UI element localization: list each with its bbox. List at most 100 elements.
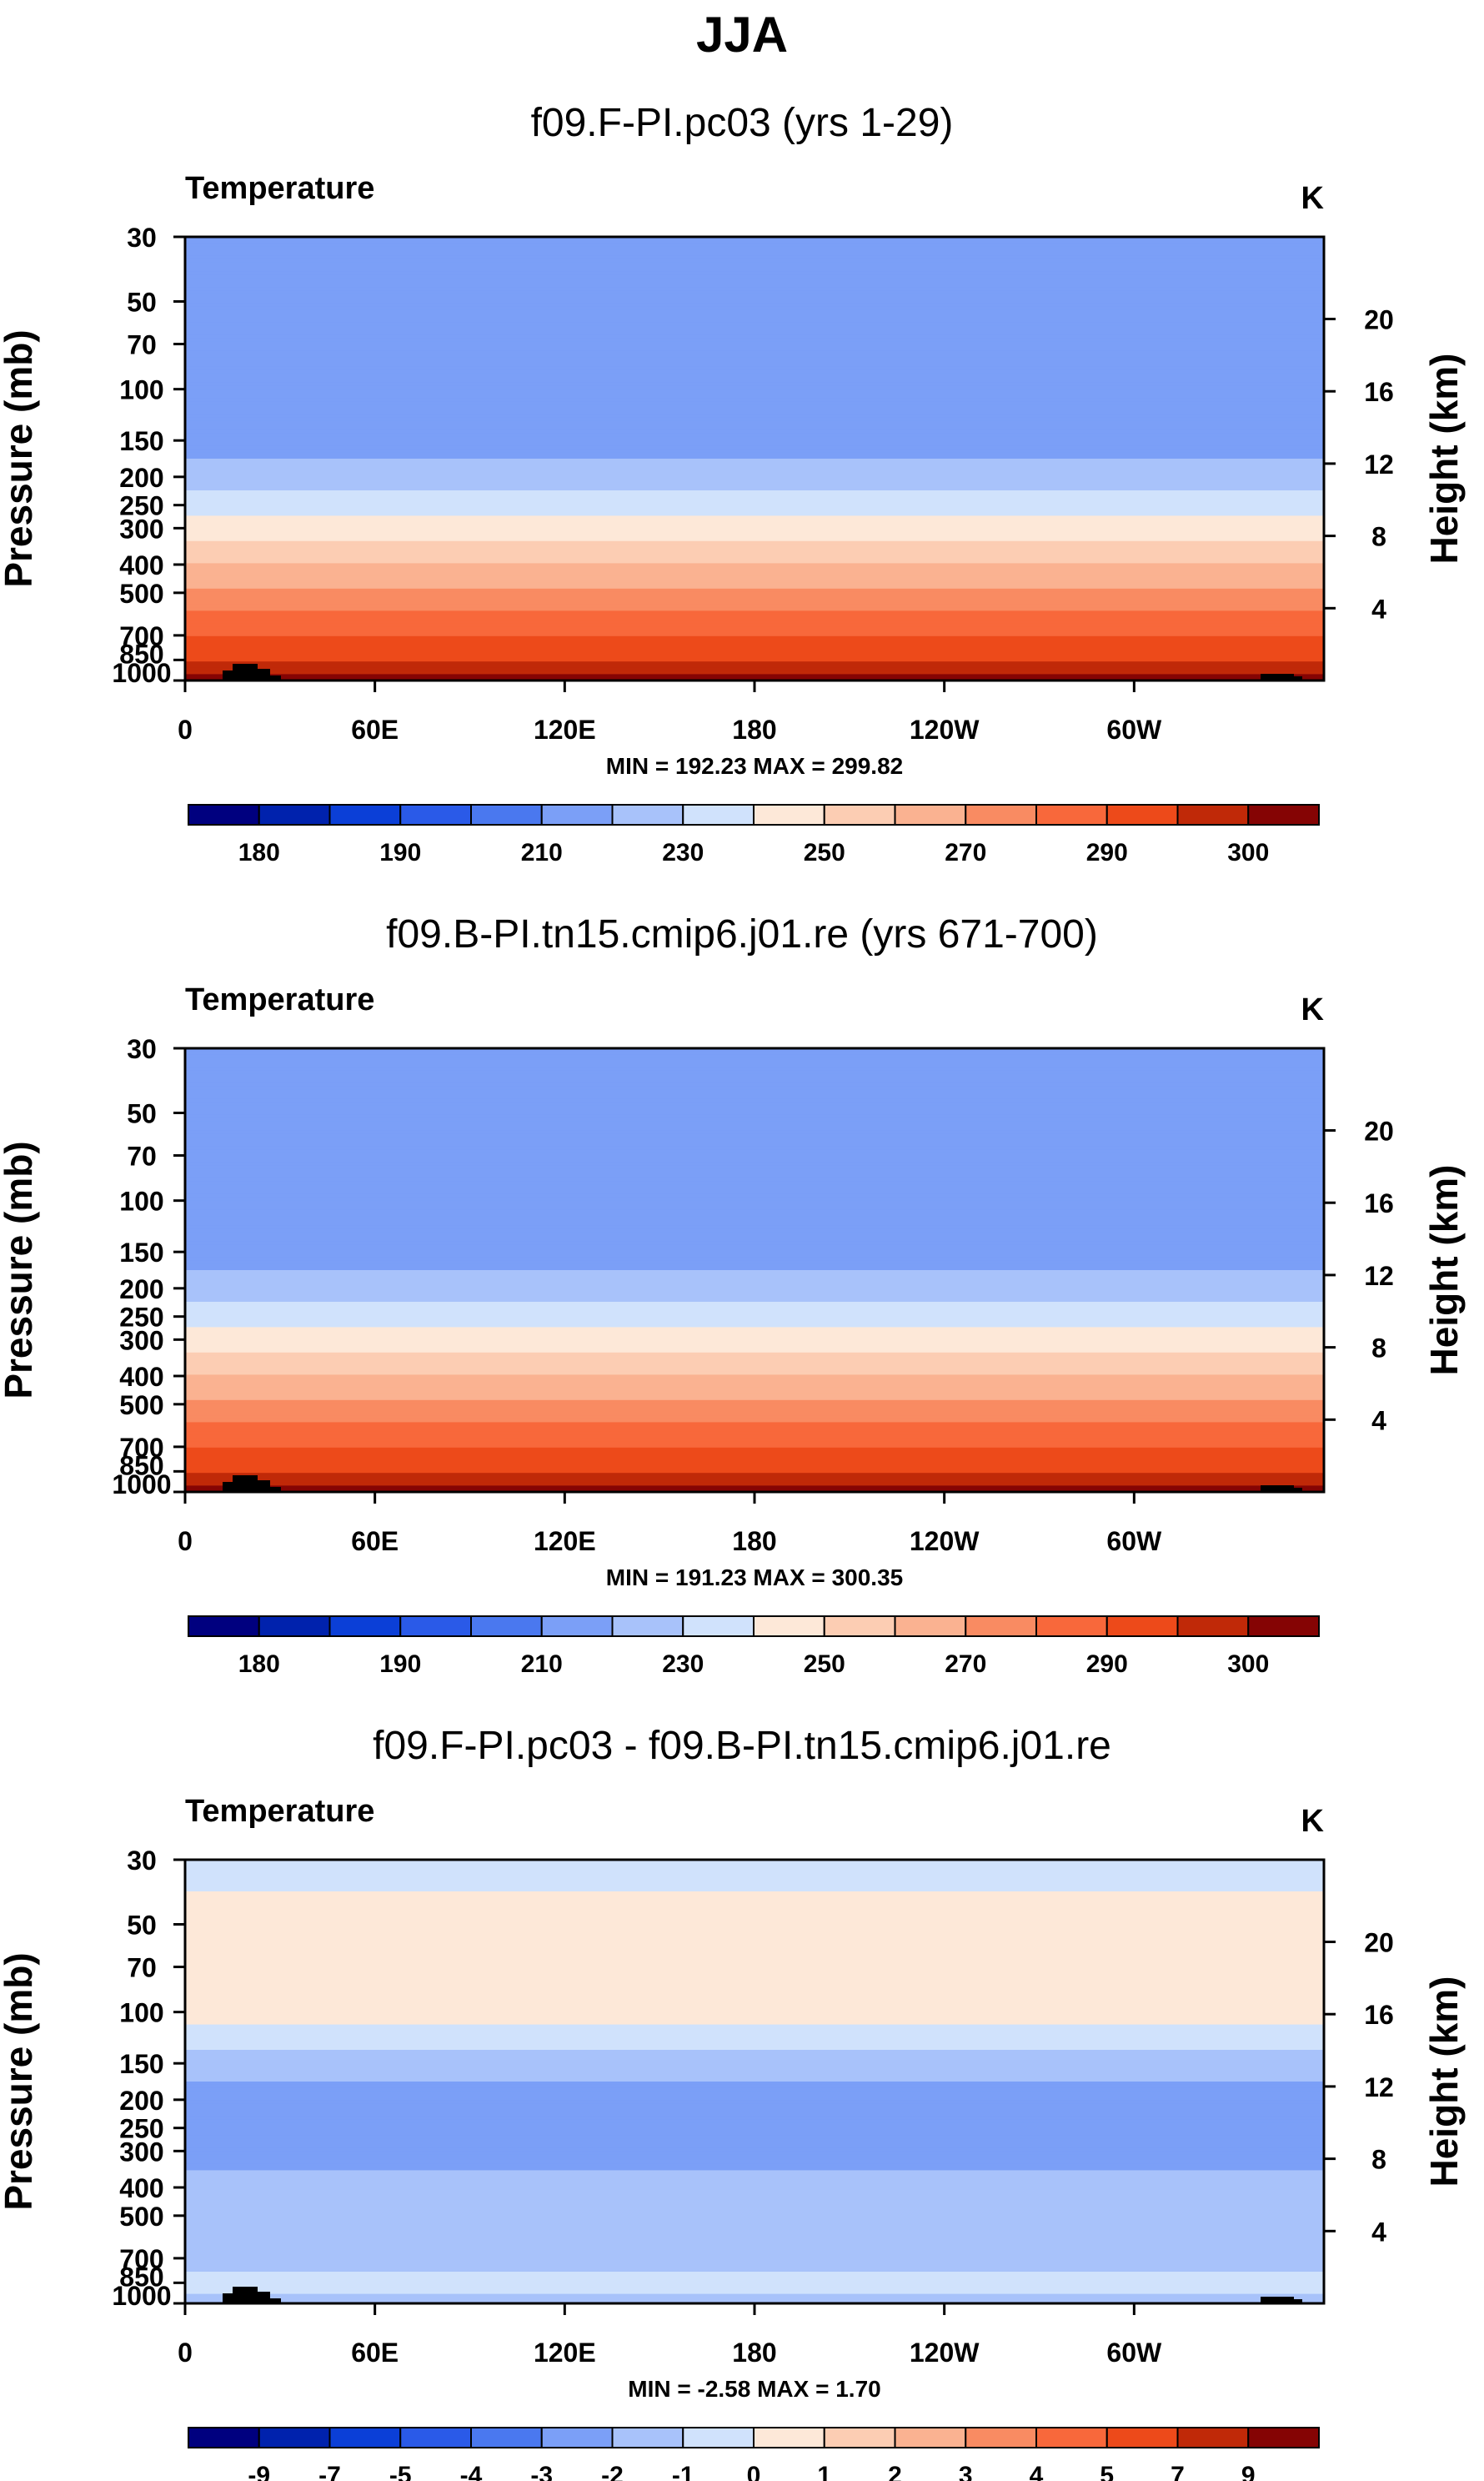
colorbar-swatch xyxy=(1035,2427,1108,2448)
contour-band xyxy=(185,674,1324,678)
colorbar: 180 190 210 230 250 270 290 300 xyxy=(188,804,1320,866)
y-axis-height: 20 16 12 8 4 Height (km) xyxy=(1324,305,1466,624)
contour-band xyxy=(185,408,1324,412)
contour-band xyxy=(185,1168,1324,1173)
contour-band xyxy=(185,1080,1324,1084)
panel-title: f09.B-PI.tn15.cmip6.j01.re (yrs 671-700) xyxy=(386,912,1098,957)
contour-band xyxy=(185,2290,1324,2295)
contour-band xyxy=(185,661,1324,665)
contour-band xyxy=(185,1926,1324,1931)
contour-band xyxy=(185,2024,1324,2029)
contour-band xyxy=(185,303,1324,308)
contour-band xyxy=(185,2242,1324,2247)
colorbar-swatch xyxy=(1105,804,1179,826)
colorbar-swatch xyxy=(1105,2427,1179,2448)
contour-band xyxy=(185,1941,1324,1946)
panel-title: f09.F-PI.pc03 - f09.B-PI.tn15.cmip6.j01.… xyxy=(373,1724,1111,1768)
contour-band xyxy=(185,459,1324,463)
contour-band xyxy=(185,389,1324,393)
contour-band xyxy=(185,2078,1324,2082)
contour-band xyxy=(185,1463,1324,1468)
y2-axis-label: Height (km) xyxy=(1422,1976,1466,2187)
y-tick-label: 1000 xyxy=(112,1469,171,1499)
contour-band xyxy=(185,1951,1324,1956)
contour-band xyxy=(185,338,1324,343)
contour-band xyxy=(185,1891,1324,1896)
contour-band xyxy=(185,2008,1324,2013)
contour-band xyxy=(185,1270,1324,1274)
contour-band xyxy=(185,1359,1324,1363)
contour-band xyxy=(185,287,1324,292)
y-axis-label: Pressure (mb) xyxy=(0,1141,40,1399)
contour-band xyxy=(185,1070,1324,1075)
y-tick-label: 500 xyxy=(119,2202,163,2232)
contour-band xyxy=(185,1904,1324,1908)
contour-band xyxy=(185,1939,1324,1943)
contour-band xyxy=(185,1276,1324,1281)
contour-band xyxy=(185,2147,1324,2152)
contour-band xyxy=(185,461,1324,466)
contour-band xyxy=(185,2126,1324,2130)
y-tick-label: 50 xyxy=(127,1911,157,1941)
contour-band xyxy=(185,1048,1324,1052)
contour-band xyxy=(185,329,1324,333)
contour-band xyxy=(185,651,1324,656)
contour-band xyxy=(185,670,1324,675)
contour-band xyxy=(185,1219,1324,1223)
contour-band xyxy=(185,253,1324,257)
y-tick-label: 850 xyxy=(119,1450,163,1480)
contour-band xyxy=(185,1374,1324,1379)
contour-band xyxy=(185,2037,1324,2042)
contour-band xyxy=(185,610,1324,615)
contour-band xyxy=(185,1441,1324,1445)
contour-band xyxy=(185,2208,1324,2212)
x-tick-label: 120W xyxy=(910,2338,980,2368)
y-tick-label: 150 xyxy=(119,1238,163,1268)
contour-band xyxy=(185,665,1324,669)
colorbar-swatch xyxy=(894,804,967,826)
variable-label: Temperature xyxy=(185,1794,374,1829)
contour-band xyxy=(185,1438,1324,1442)
y-tick-label: 300 xyxy=(119,514,163,544)
contour-band xyxy=(185,271,1324,276)
colorbar-swatch xyxy=(753,1615,825,1637)
contour-band xyxy=(185,1133,1324,1138)
contour-band xyxy=(185,281,1324,285)
contour-band xyxy=(185,1153,1324,1157)
colorbar-label: 290 xyxy=(1086,1650,1128,1678)
terrain-block xyxy=(1269,2299,1302,2303)
contour-band xyxy=(185,588,1324,593)
contour-band xyxy=(185,1957,1324,1962)
terrain-block xyxy=(256,2298,281,2303)
contour-band xyxy=(185,1193,1324,1198)
y-tick-label: 300 xyxy=(119,2137,163,2167)
contour-band xyxy=(185,1983,1324,1987)
contour-band xyxy=(185,1454,1324,1458)
y2-tick-label: 4 xyxy=(1371,1405,1386,1435)
y-tick-label: 700 xyxy=(119,621,163,651)
colorbar: -9 -7 -5 -4 -3 -2 -1 0 1 2 3 4 5 7 9 xyxy=(188,2427,1320,2481)
contour-band xyxy=(185,614,1324,618)
contour-band xyxy=(185,1096,1324,1100)
contour-band xyxy=(185,1916,1324,1921)
contour-band xyxy=(185,1172,1324,1176)
colorbar-swatch xyxy=(540,804,614,826)
topography xyxy=(223,664,1302,681)
contour-band xyxy=(185,2135,1324,2140)
contour-band xyxy=(185,2091,1324,2095)
colorbar-swatch xyxy=(1176,804,1250,826)
contour-band xyxy=(185,633,1324,637)
contour-band xyxy=(185,667,1324,672)
colorbar-swatch xyxy=(682,2427,755,2448)
contour-band xyxy=(185,2173,1324,2177)
x-tick-label: 60W xyxy=(1106,715,1162,745)
contour-field xyxy=(185,237,1324,681)
contour-band xyxy=(185,475,1324,479)
contour-band xyxy=(185,496,1324,501)
contour-band xyxy=(185,1092,1324,1097)
contour-band xyxy=(185,2293,1324,2298)
contour-band xyxy=(185,376,1324,380)
colorbar-label: -4 xyxy=(460,2462,483,2481)
y2-tick-label: 16 xyxy=(1364,1188,1394,1218)
